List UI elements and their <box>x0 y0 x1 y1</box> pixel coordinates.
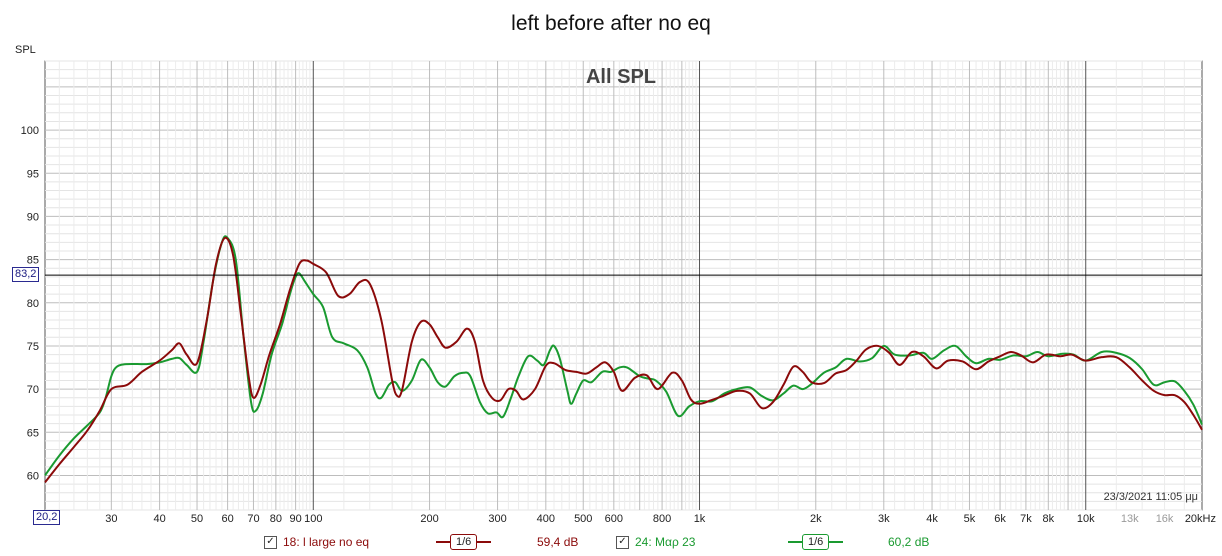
y-tick-label: 90 <box>27 211 39 223</box>
x-tick-label: 2k <box>810 513 822 525</box>
y-tick-label: 60 <box>27 470 39 482</box>
x-tick-label: 20kHz <box>1185 513 1216 525</box>
y-axis-label: SPL <box>15 44 36 56</box>
series-1-checkbox[interactable]: ✓ <box>264 535 277 549</box>
x-min-value-box: 20,2 <box>33 510 61 525</box>
x-tick-label: 13k <box>1121 513 1139 525</box>
y-tick-label: 95 <box>27 168 39 180</box>
x-tick-label: 6k <box>994 513 1006 525</box>
grid-lines <box>45 60 1202 511</box>
x-tick-label: 200 <box>420 513 438 525</box>
x-tick-label: 90 <box>289 513 301 525</box>
legend-item-series-2[interactable]: ✓ 24: Μαρ 23 <box>616 532 695 552</box>
x-tick-label: 4k <box>926 513 938 525</box>
series-2-smoothing[interactable]: 1/6 <box>802 534 830 550</box>
x-tick-label: 400 <box>537 513 555 525</box>
series-1-smoothing[interactable]: 1/6 <box>450 534 478 550</box>
x-tick-label: 800 <box>653 513 671 525</box>
x-tick-label: 300 <box>488 513 506 525</box>
x-tick-label: 60 <box>221 513 233 525</box>
x-tick-label: 40 <box>153 513 165 525</box>
legend-item-series-1[interactable]: ✓ 18: l large no eq <box>264 532 369 552</box>
frequency-response-chart: left before after no eq SPL All SPL 60 65… <box>15 12 1216 525</box>
series-2-name: 24: Μαρ 23 <box>635 535 696 549</box>
y-tick-label: 70 <box>27 384 39 396</box>
series-1-line-swatch <box>436 541 450 543</box>
x-tick-label: 500 <box>574 513 592 525</box>
x-tick-label: 30 <box>105 513 117 525</box>
y-tick-label: 65 <box>27 427 39 439</box>
timestamp: 23/3/2021 11:05 μμ <box>1104 491 1198 503</box>
y-tick-labels: 60 65 70 75 80 85 90 95 100 <box>21 125 39 482</box>
x-tick-labels: 30 40 50 60 70 80 90 100 200 300 400 500 600 800 1k 2k 3… <box>105 513 1216 525</box>
series-1-smoothing-control[interactable]: 1/6 <box>436 532 492 552</box>
x-tick-label: 5k <box>964 513 976 525</box>
x-tick-label: 600 <box>605 513 623 525</box>
y-tick-label: 100 <box>21 125 39 137</box>
series-line-1 <box>44 236 1203 483</box>
x-tick-label: 100 <box>304 513 322 525</box>
cursor-value-box: 83,2 <box>12 267 40 283</box>
x-tick-label: 3k <box>878 513 890 525</box>
series-2-level: 60,2 dB <box>888 535 930 549</box>
y-tick-label: 85 <box>27 255 39 267</box>
series-layer <box>44 235 1203 483</box>
y-tick-label: 80 <box>27 298 39 310</box>
series-2-checkbox[interactable]: ✓ <box>616 535 629 549</box>
series-2-smoothing-control[interactable]: 1/6 <box>788 532 844 552</box>
x-tick-label: 1k <box>694 513 706 525</box>
series-1-level: 59,4 dB <box>537 535 579 549</box>
x-tick-label: 10k <box>1077 513 1095 525</box>
x-tick-label: 80 <box>270 513 282 525</box>
x-tick-label: 70 <box>247 513 259 525</box>
plot-subtitle: All SPL <box>586 66 656 88</box>
x-tick-label: 16k <box>1156 513 1174 525</box>
series-2-line-swatch <box>788 541 802 543</box>
series-1-name: 18: l large no eq <box>283 535 370 549</box>
y-tick-label: 75 <box>27 341 39 353</box>
series-2-line-swatch-right <box>829 541 844 543</box>
x-tick-label: 7k <box>1020 513 1032 525</box>
x-tick-label: 8k <box>1042 513 1054 525</box>
x-tick-label: 50 <box>191 513 203 525</box>
chart-title: left before after no eq <box>511 12 711 35</box>
series-1-line-swatch-right <box>477 541 492 543</box>
